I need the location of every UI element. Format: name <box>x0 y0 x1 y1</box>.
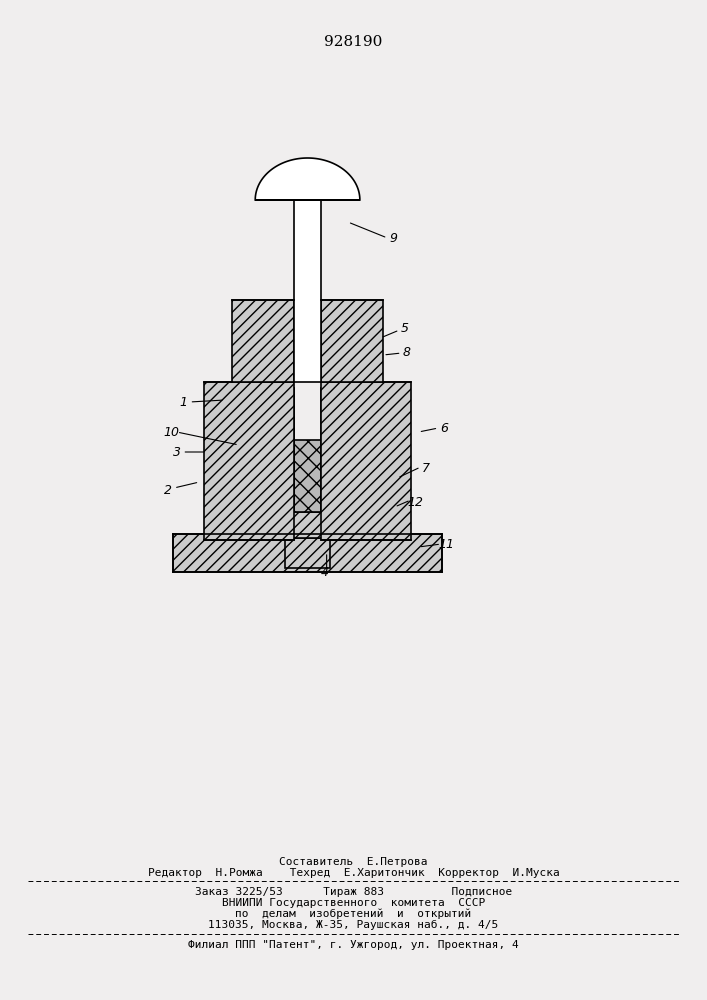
Text: 113035, Москва, Ж-35, Раушская наб., д. 4/5: 113035, Москва, Ж-35, Раушская наб., д. … <box>209 920 498 930</box>
Text: 4: 4 <box>321 566 329 580</box>
Text: 12: 12 <box>408 495 423 508</box>
Polygon shape <box>255 158 360 200</box>
Polygon shape <box>321 388 346 512</box>
Text: Составитель  Е.Петрова: Составитель Е.Петрова <box>279 857 428 867</box>
Text: 11: 11 <box>439 538 455 552</box>
Bar <box>321 382 411 540</box>
Bar <box>321 300 383 382</box>
Text: 928190: 928190 <box>325 35 382 49</box>
Text: 7: 7 <box>421 462 430 475</box>
Text: Заказ 3225/53      Тираж 883          Подписное: Заказ 3225/53 Тираж 883 Подписное <box>195 887 512 897</box>
Text: 10: 10 <box>163 426 179 438</box>
Polygon shape <box>269 512 346 538</box>
Text: 1: 1 <box>180 395 188 408</box>
Text: 5: 5 <box>400 322 409 334</box>
Bar <box>173 534 442 572</box>
Text: ВНИИПИ Государственного  комитета  СССР: ВНИИПИ Государственного комитета СССР <box>222 898 485 908</box>
Text: Филиал ППП "Патент", г. Ужгород, ул. Проектная, 4: Филиал ППП "Патент", г. Ужгород, ул. Про… <box>188 940 519 950</box>
Polygon shape <box>269 388 294 512</box>
Bar <box>285 538 330 568</box>
Bar <box>204 382 294 540</box>
Bar <box>294 200 321 382</box>
Text: 3: 3 <box>173 446 181 458</box>
Text: Редактор  Н.Ромжа    Техред  Е.Харитончик  Корректор  И.Муска: Редактор Н.Ромжа Техред Е.Харитончик Кор… <box>148 868 559 878</box>
Text: 2: 2 <box>164 484 173 496</box>
Text: 8: 8 <box>402 346 411 359</box>
Text: по  делам  изобретений  и  открытий: по делам изобретений и открытий <box>235 909 472 919</box>
Text: 9: 9 <box>389 232 397 244</box>
Polygon shape <box>275 440 340 512</box>
Text: 6: 6 <box>440 422 448 434</box>
Bar <box>232 300 294 382</box>
